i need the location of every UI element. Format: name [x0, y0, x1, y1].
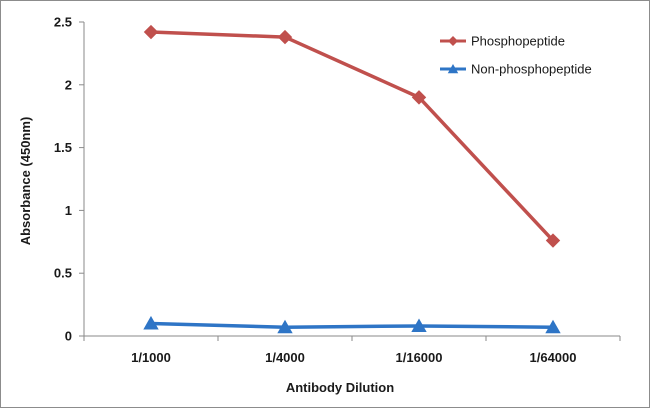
- data-point-non-phosphopeptide-1-16000: [411, 318, 427, 332]
- y-tick-label: 1.5: [54, 140, 72, 155]
- x-axis-ticks: 1/1000 1/4000 1/16000 1/64000: [83, 336, 621, 365]
- legend-label-phosphopeptide: Phosphopeptide: [471, 34, 565, 49]
- series-non-phosphopeptide: [143, 315, 561, 334]
- legend-item-phosphopeptide: Phosphopeptide: [440, 34, 565, 49]
- y-tick-label: 2: [65, 77, 72, 92]
- series-line-phosphopeptide: [149, 30, 555, 243]
- series-phosphopeptide: [143, 24, 561, 248]
- series-line-non-phosphopeptide: [149, 321, 555, 329]
- y-tick-label: 1: [65, 203, 72, 218]
- data-point-non-phosphopeptide-1-1000: [143, 315, 159, 330]
- y-tick-label: 2.5: [54, 15, 72, 30]
- y-tick-label: 0: [65, 329, 72, 344]
- legend-marker-non-phosphopeptide: [447, 64, 459, 74]
- x-axis-title: Antibody Dilution: [286, 380, 394, 395]
- y-axis-ticks: 0 0.5 1 1.5 2 2.5: [54, 15, 84, 344]
- x-tick-label-1-4000: 1/4000: [265, 350, 305, 365]
- data-point-phosphopeptide-1-16000: [411, 90, 427, 105]
- legend-label-non-phosphopeptide: Non-phosphopeptide: [471, 62, 592, 77]
- data-point-phosphopeptide-1-1000: [143, 24, 159, 40]
- chart-legend: Phosphopeptide Non-phosphopeptide: [440, 34, 592, 77]
- series-layer: [143, 24, 561, 334]
- data-point-phosphopeptide-1-64000: [545, 233, 561, 248]
- x-tick-label-1-16000: 1/16000: [396, 350, 443, 365]
- data-point-non-phosphopeptide-1-4000: [277, 319, 293, 334]
- legend-item-non-phosphopeptide: Non-phosphopeptide: [440, 62, 592, 77]
- y-axis-title: Absorbance (450nm): [18, 117, 33, 246]
- legend-marker-phosphopeptide: [448, 36, 458, 46]
- x-tick-label-1-1000: 1/1000: [131, 350, 171, 365]
- data-point-non-phosphopeptide-1-64000: [545, 319, 561, 334]
- x-tick-label-1-64000: 1/64000: [530, 350, 577, 365]
- y-tick-label: 0.5: [54, 266, 72, 281]
- data-point-phosphopeptide-1-4000: [277, 29, 293, 45]
